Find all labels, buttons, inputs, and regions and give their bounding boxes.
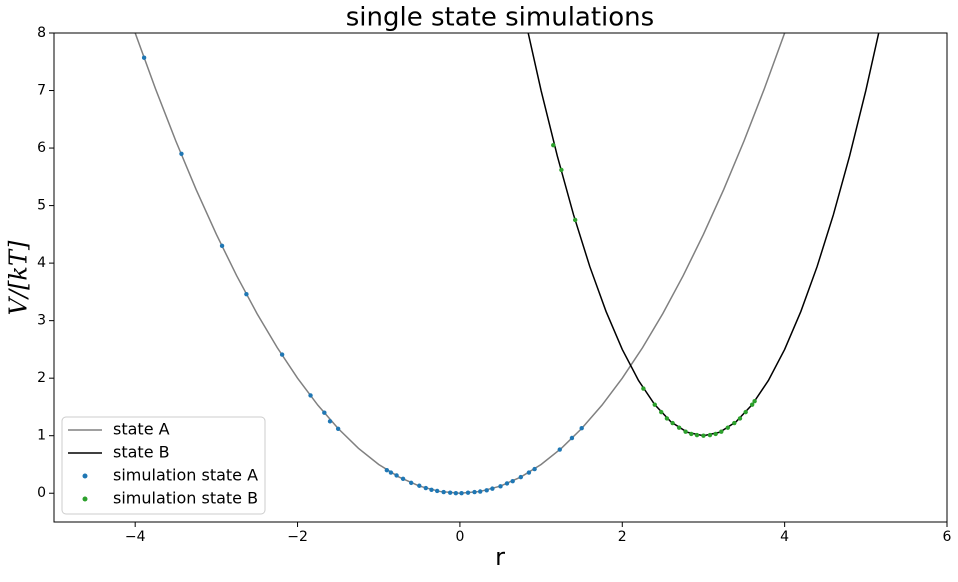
scatter-point: [327, 419, 333, 424]
scatter-point: [478, 489, 483, 494]
scatter-point: [244, 291, 249, 297]
x-tick-label: 2: [618, 529, 627, 545]
scatter-point: [219, 243, 225, 249]
scatter-point: [322, 410, 327, 415]
legend-label: simulation state A: [113, 466, 258, 485]
scatter-point: [400, 476, 406, 482]
legend-swatch: [82, 473, 88, 479]
scatter-point: [683, 429, 688, 434]
scatter-point: [335, 426, 341, 432]
scatter-point: [707, 432, 713, 438]
scatter-point: [384, 468, 390, 473]
y-tick-label: 7: [37, 83, 46, 99]
scatter-point: [179, 151, 184, 157]
scatter-point: [694, 432, 700, 438]
scatter-point: [579, 426, 584, 431]
x-tick-label: −2: [287, 529, 308, 545]
scatter-point: [743, 409, 748, 415]
scatter-point: [641, 386, 646, 391]
legend-label: simulation state B: [113, 489, 258, 508]
y-tick-label: 5: [37, 198, 46, 214]
y-axis-label: V/[kT]: [5, 240, 33, 315]
scatter-point: [308, 393, 313, 398]
scatter-point: [732, 420, 737, 426]
scatter-point: [749, 402, 755, 407]
scatter-point: [472, 489, 477, 495]
scatter-point: [670, 420, 675, 426]
scatter-point: [504, 481, 510, 486]
scatter-point: [737, 416, 743, 421]
y-tick-label: 2: [37, 370, 46, 386]
scatter-point: [676, 425, 682, 430]
scatter-point: [719, 429, 724, 434]
scatter-point: [557, 447, 562, 452]
legend-box: [61, 416, 266, 515]
y-tick-label: 1: [37, 428, 46, 444]
scatter-point: [701, 433, 706, 438]
legend-label: state A: [113, 420, 170, 439]
scatter-point: [453, 491, 459, 496]
scatter-point: [394, 473, 399, 478]
chart-title: single state simulations: [346, 3, 654, 33]
y-tick-label: 4: [37, 255, 46, 271]
scatter-point: [572, 217, 578, 223]
scatter-point: [429, 487, 434, 492]
scatter-point: [569, 435, 575, 441]
y-tick-label: 8: [37, 25, 46, 41]
scatter-point: [423, 485, 429, 491]
y-tick-label: 3: [37, 313, 46, 329]
scatter-point: [532, 466, 537, 472]
x-tick-label: 0: [455, 529, 464, 545]
scatter-point: [465, 490, 471, 495]
scatter-point: [713, 431, 718, 437]
scatter-point: [518, 474, 523, 480]
scatter-point: [447, 490, 453, 495]
scatter-point: [551, 142, 556, 148]
x-axis-label: r: [495, 543, 505, 571]
scatter-point: [490, 486, 495, 491]
scatter-point: [459, 491, 464, 496]
scatter-point: [417, 483, 422, 488]
scatter-point: [652, 402, 657, 407]
scatter-point: [752, 398, 757, 404]
scatter-point: [510, 478, 515, 484]
scatter-point: [689, 431, 694, 437]
plot-area: [134, 33, 880, 496]
y-tick-label: 6: [37, 140, 46, 156]
x-tick-label: 4: [780, 529, 789, 545]
scatter-point: [526, 470, 532, 475]
scatter-point: [388, 470, 394, 475]
x-tick-label: −4: [125, 529, 146, 545]
legend-label: state B: [113, 443, 170, 462]
scatter-point: [559, 167, 564, 173]
scatter-point: [659, 409, 664, 415]
scatter-point: [664, 416, 670, 421]
scatter-point: [141, 55, 147, 60]
plot-frame: [53, 32, 948, 523]
scatter-point: [409, 480, 414, 486]
legend-swatch: [82, 496, 88, 502]
scatter-point: [279, 352, 285, 357]
y-tick-label: 0: [37, 485, 46, 501]
scatter-point: [484, 488, 489, 493]
scatter-point: [441, 489, 446, 495]
scatter-point: [725, 425, 731, 430]
scatter-point: [498, 484, 503, 489]
x-tick-label: 6: [943, 529, 952, 545]
scatter-point: [434, 488, 440, 494]
